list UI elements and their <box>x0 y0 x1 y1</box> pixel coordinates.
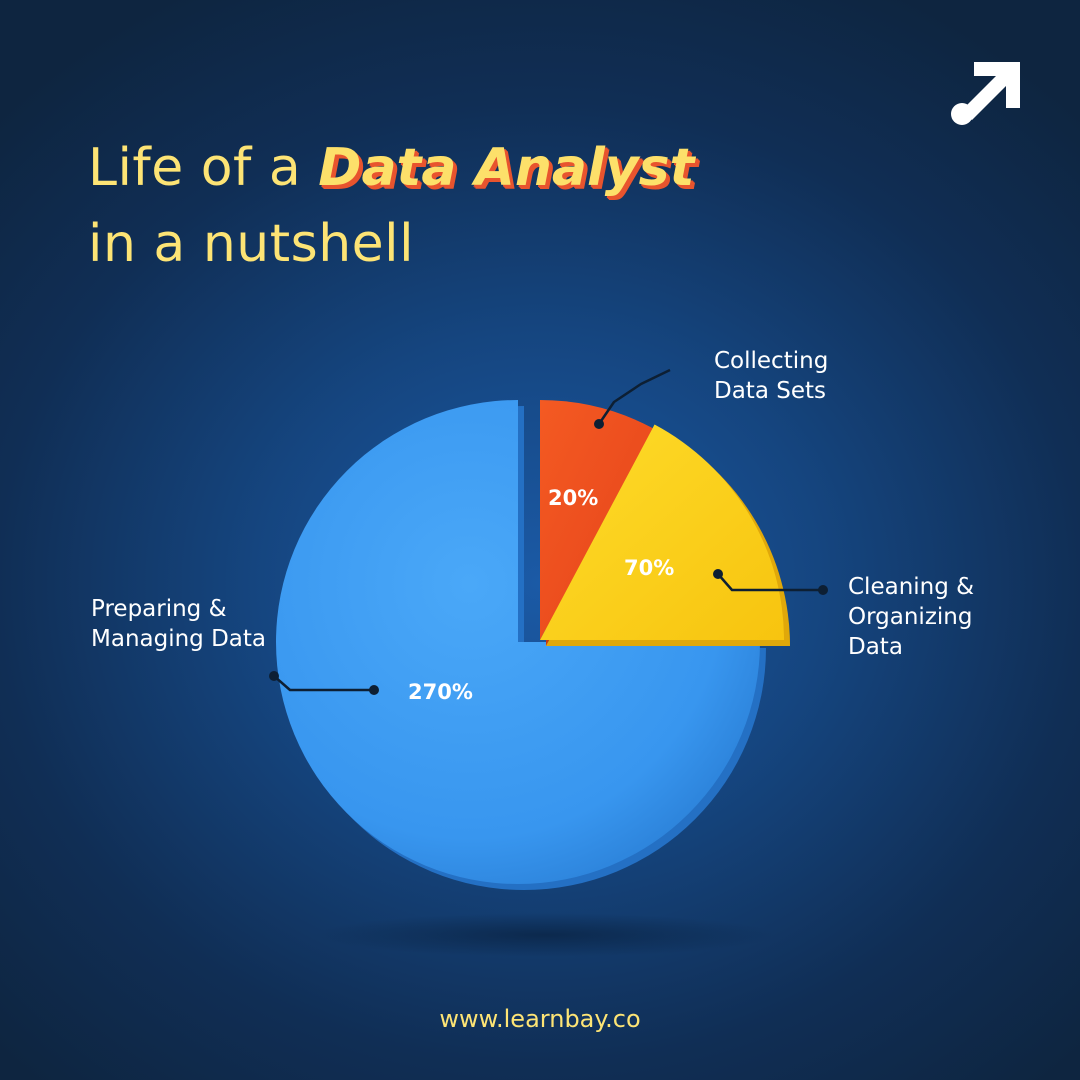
pie-slice-collecting <box>540 400 653 640</box>
callout-label-line: Data <box>848 634 903 660</box>
slice-value-label: 70% <box>624 556 675 580</box>
callout-label-line: Cleaning & <box>848 574 975 600</box>
headline-prefix: Life of a <box>88 138 319 198</box>
headline: Life of a Data Analyst in a nutshell <box>88 130 694 282</box>
callout-label-line: Preparing & <box>91 596 227 622</box>
callout-dot <box>369 685 379 695</box>
footer-url[interactable]: www.learnbay.co <box>439 1005 641 1033</box>
callout-label: Cleaning & Organizing Data <box>848 572 974 662</box>
brand-arrow-logo-icon <box>951 62 1020 125</box>
slice-value-label: 20% <box>548 486 599 510</box>
callout-dot <box>594 419 604 429</box>
callout-label-line: Data Sets <box>714 378 826 404</box>
headline-line-1: Life of a Data Analyst <box>88 130 694 206</box>
callout-line <box>273 675 374 692</box>
callout-line <box>597 368 671 425</box>
callout-label: Collecting Data Sets <box>714 346 828 406</box>
slice-value-label: 270% <box>408 680 473 704</box>
pie-slice-cleaning <box>540 424 784 640</box>
pie-slice-preparing <box>276 400 760 884</box>
callout-label-line: Collecting <box>714 348 829 374</box>
callout-dot <box>269 671 279 681</box>
headline-accent: Data Analyst <box>318 138 695 198</box>
headline-line-2: in a nutshell <box>88 214 415 274</box>
callout-label-line: Organizing <box>848 604 973 630</box>
callout-label: Preparing & Managing Data <box>91 594 266 654</box>
pie-shadow <box>315 913 775 957</box>
callout-dot <box>818 585 828 595</box>
callout-label-line: Managing Data <box>91 626 267 652</box>
callout-dot <box>713 569 723 579</box>
callout-line <box>717 573 823 592</box>
